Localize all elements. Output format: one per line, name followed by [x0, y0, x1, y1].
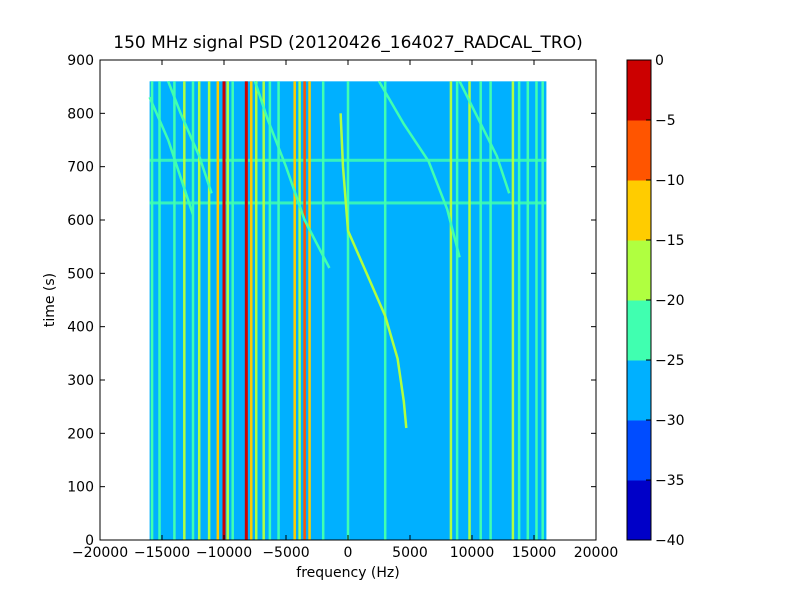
signal-line	[293, 81, 296, 540]
drift-curve	[458, 80, 511, 194]
signal-line	[303, 81, 306, 540]
signal-line	[526, 81, 530, 540]
x-tick-label: −20000	[72, 545, 128, 561]
x-axis: −20000 −15000 −10000 −5000 0 5000 10000 15000 20…	[72, 60, 618, 561]
signal-line	[489, 81, 492, 540]
drift-curve	[253, 80, 331, 269]
x-tick-label: −5000	[262, 545, 309, 561]
signal-line	[183, 81, 186, 540]
signal-line	[173, 81, 176, 540]
colorbar-tick-label: −35	[655, 473, 685, 489]
drift-curve	[339, 113, 408, 429]
y-axis-label: time (s)	[42, 273, 58, 327]
x-tick-label: 5000	[392, 545, 428, 561]
y-tick-label: 500	[67, 266, 94, 282]
signal-line	[383, 81, 387, 540]
colorbar: −40 −35 −30 −25 −20 −15 −10 −5 0	[626, 53, 685, 549]
signal-line	[511, 81, 515, 540]
y-tick-label: 800	[67, 106, 94, 122]
drift-curve	[167, 80, 213, 194]
drift-curve	[377, 80, 461, 258]
y-tick-label: 200	[67, 426, 94, 442]
signal-line	[517, 81, 521, 540]
colorbar-segment	[627, 480, 651, 541]
signal-line	[468, 81, 471, 540]
chart-title: 150 MHz signal PSD (20120426_164027_RADC…	[113, 33, 582, 53]
signal-line	[158, 81, 161, 540]
signal-line	[346, 81, 350, 540]
x-tick-label: 0	[344, 545, 353, 561]
colorbar-segment	[627, 360, 651, 421]
signal-line	[254, 81, 258, 540]
signal-line	[298, 81, 301, 540]
y-tick-label: 600	[67, 213, 94, 229]
signal-line	[231, 81, 234, 540]
signal-line	[479, 81, 482, 540]
signal-line	[277, 81, 280, 540]
colorbar-segment	[627, 420, 651, 481]
signal-line	[455, 81, 459, 540]
x-tick-label: −10000	[196, 545, 252, 561]
colorbar-segment	[627, 60, 651, 121]
signal-line	[207, 81, 211, 540]
y-tick-label: 0	[85, 533, 94, 549]
y-tick-label: 400	[67, 320, 94, 336]
colorbar-segment	[627, 120, 651, 181]
signal-line	[268, 81, 272, 540]
colorbar-tick-label: −20	[655, 293, 685, 309]
colorbar-segment	[627, 300, 651, 361]
x-tick-label: 20000	[574, 545, 619, 561]
colorbar-tick-label: −15	[655, 233, 685, 249]
heatmap-layer	[148, 80, 547, 540]
colorbar-segment	[627, 240, 651, 301]
colorbar-tick-label: −25	[655, 353, 685, 369]
y-axis: 0 100 200 300 400 500 600 700 800 900	[67, 53, 596, 549]
signal-line	[191, 81, 195, 540]
signal-line	[226, 81, 229, 540]
signal-line	[244, 81, 248, 540]
signal-line	[535, 81, 538, 540]
signal-line	[150, 81, 154, 540]
colorbar-tick-label: 0	[655, 53, 664, 69]
signal-line	[308, 81, 311, 540]
signal-line	[262, 81, 265, 540]
signal-line	[222, 81, 226, 540]
y-tick-label: 100	[67, 480, 94, 496]
x-tick-label: 15000	[512, 545, 557, 561]
colorbar-tick-label: −30	[655, 413, 685, 429]
colorbar-segment	[627, 180, 651, 241]
signal-line	[541, 81, 544, 540]
drift-curve	[148, 96, 195, 216]
y-tick-label: 300	[67, 373, 94, 389]
x-axis-label: frequency (Hz)	[296, 565, 399, 581]
y-tick-label: 900	[67, 53, 94, 69]
x-tick-label: 10000	[450, 545, 495, 561]
y-tick-label: 700	[67, 160, 94, 176]
signal-line	[449, 81, 453, 540]
colorbar-tick-label: −5	[655, 113, 676, 129]
colorbar-tick-label: −40	[655, 533, 685, 549]
signal-line	[216, 81, 220, 540]
signal-line	[321, 81, 325, 540]
signal-line	[197, 81, 201, 540]
x-tick-label: −15000	[134, 545, 190, 561]
colorbar-tick-label: −10	[655, 173, 685, 189]
signal-line	[250, 81, 253, 540]
